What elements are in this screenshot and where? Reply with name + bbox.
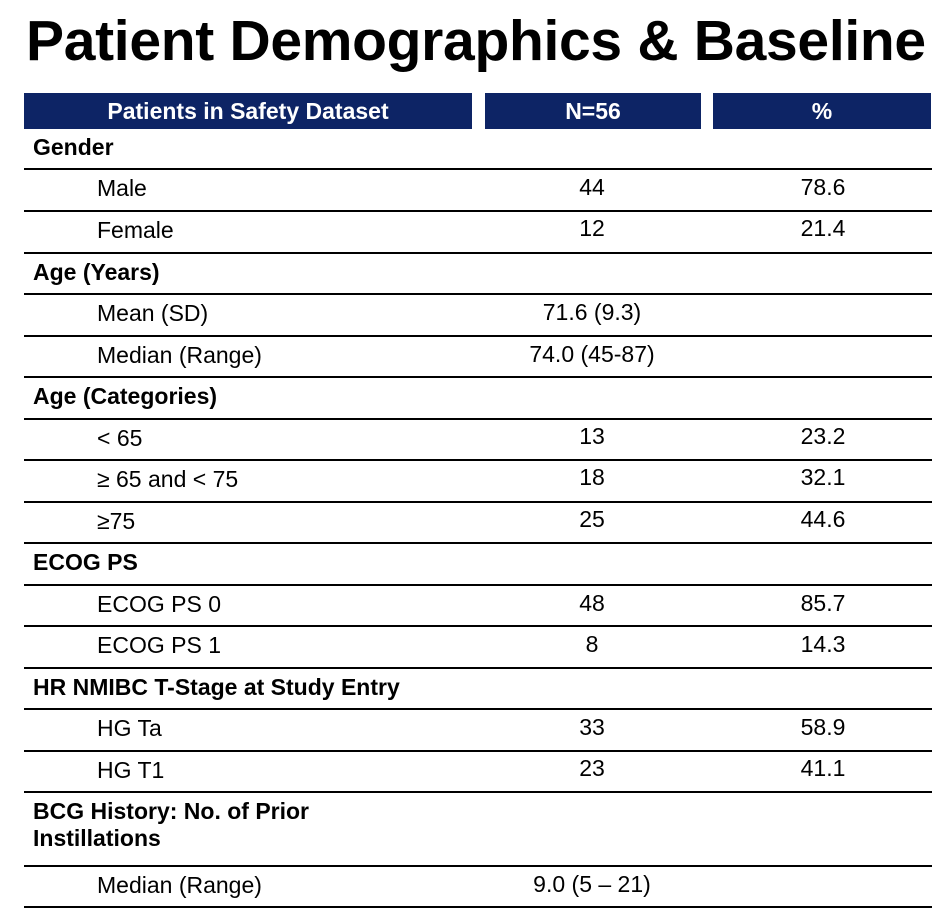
table-row: < 65 13 23.2 — [24, 420, 932, 461]
percent-value: 78.6 — [800, 174, 846, 200]
table-section-header: BCG History: No. of Prior Instillations — [24, 793, 932, 867]
n-value: 48 — [579, 590, 605, 616]
percent-value: 41.1 — [800, 755, 846, 781]
n-value: 44 — [579, 174, 605, 200]
n-value: 12 — [579, 215, 605, 241]
column-header-percent: % — [713, 93, 931, 129]
section-label: ECOG PS — [33, 549, 138, 575]
section-label: Age (Years) — [33, 259, 160, 285]
row-label: ECOG PS 0 — [97, 591, 221, 617]
page-title: Patient Demographics & Baseline — [26, 9, 926, 73]
n-value: 13 — [579, 423, 605, 449]
row-label: Median (Range) — [97, 872, 262, 898]
column-header-patients: Patients in Safety Dataset — [24, 93, 472, 129]
table-row: ≥ 65 and < 75 18 32.1 — [24, 461, 932, 503]
table-section-header: Gender — [24, 129, 932, 170]
n-value: 23 — [579, 755, 605, 781]
table-row: Female 12 21.4 — [24, 212, 932, 254]
n-value: 74.0 (45-87) — [529, 341, 655, 367]
n-value: 33 — [579, 714, 605, 740]
row-label: < 65 — [97, 425, 143, 451]
row-label: Female — [97, 217, 174, 243]
row-label: ≥75 — [97, 508, 136, 534]
n-value: 8 — [585, 631, 599, 657]
row-label: Median (Range) — [97, 342, 262, 368]
section-label: BCG History: No. of Prior Instillations — [33, 798, 310, 851]
column-header-n: N=56 — [485, 93, 701, 129]
percent-value: 85.7 — [800, 590, 846, 616]
n-value: 25 — [579, 506, 605, 532]
percent-value: 21.4 — [800, 215, 846, 241]
table-row: Median (Range) 9.0 (5 – 21) — [24, 867, 932, 908]
n-value: 9.0 (5 – 21) — [533, 871, 651, 897]
table-row: Median (Range) 74.0 (45-87) — [24, 337, 932, 378]
row-label: ECOG PS 1 — [97, 632, 221, 658]
n-value: 71.6 (9.3) — [542, 299, 642, 325]
row-label: HG T1 — [97, 757, 165, 783]
table-section-header: ECOG PS — [24, 544, 932, 586]
table-row: ECOG PS 0 48 85.7 — [24, 586, 932, 627]
section-label: Gender — [33, 134, 114, 160]
table-row: Mean (SD) 71.6 (9.3) — [24, 295, 932, 337]
row-label: HG Ta — [97, 715, 162, 741]
percent-value: 44.6 — [800, 506, 846, 532]
row-label: Male — [97, 175, 147, 201]
table-row: HG T1 23 41.1 — [24, 752, 932, 793]
table-row: ECOG PS 1 8 14.3 — [24, 627, 932, 669]
section-label: Age (Categories) — [33, 383, 218, 409]
table-section-header: Age (Categories) — [24, 378, 932, 420]
percent-value: 23.2 — [800, 423, 846, 449]
table-row: ≥75 25 44.6 — [24, 503, 932, 544]
row-label: Mean (SD) — [97, 300, 209, 326]
table-section-header: Age (Years) — [24, 254, 932, 295]
percent-value: 32.1 — [800, 464, 846, 490]
row-label: ≥ 65 and < 75 — [97, 466, 239, 492]
n-value: 18 — [579, 464, 605, 490]
percent-value: 14.3 — [800, 631, 846, 657]
table-row: HG Ta 33 58.9 — [24, 710, 932, 752]
table-section-header: HR NMIBC T-Stage at Study Entry — [24, 669, 932, 710]
demographics-table: Gender Male 44 78.6 Female 12 21.4 Age (Years) M… — [24, 129, 932, 908]
table-row: Male 44 78.6 — [24, 170, 932, 212]
section-label: HR NMIBC T-Stage at Study Entry — [33, 674, 400, 700]
percent-value: 58.9 — [800, 714, 846, 740]
